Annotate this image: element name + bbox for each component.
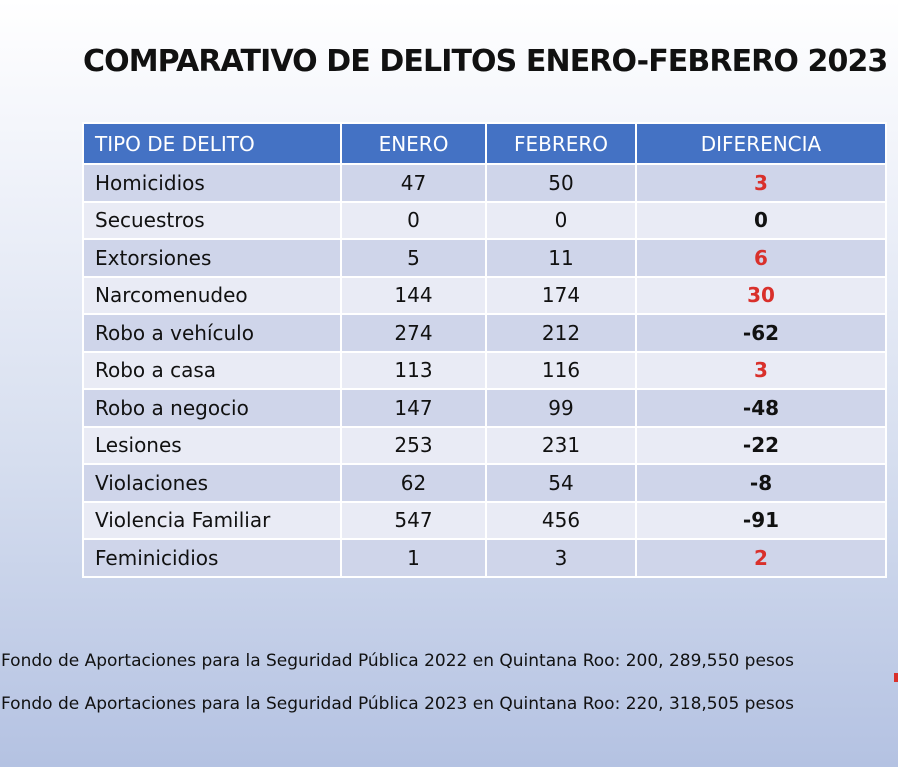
cell-diferencia: -48 xyxy=(635,388,887,428)
cell-febrero: 456 xyxy=(485,500,637,540)
cell-tipo: Feminicidios xyxy=(82,538,342,578)
table-row: Robo a negocio 147 99 -48 xyxy=(82,388,887,428)
cell-enero: 62 xyxy=(340,463,487,503)
crime-comparison-table: TIPO DE DELITO ENERO FEBRERO DIFERENCIA … xyxy=(82,122,887,578)
table-row: Homicidios 47 50 3 xyxy=(82,163,887,203)
cell-diferencia: 30 xyxy=(635,275,887,315)
cell-febrero: 212 xyxy=(485,313,637,353)
cell-febrero: 54 xyxy=(485,463,637,503)
cell-febrero: 99 xyxy=(485,388,637,428)
table-row: Secuestros 0 0 0 xyxy=(82,200,887,240)
cell-enero: 253 xyxy=(340,425,487,465)
cell-febrero: 50 xyxy=(485,163,637,203)
cell-enero: 1 xyxy=(340,538,487,578)
table-row: Extorsiones 5 11 6 xyxy=(82,238,887,278)
cell-febrero: 3 xyxy=(485,538,637,578)
cell-febrero: 0 xyxy=(485,200,637,240)
header-febrero: FEBRERO xyxy=(485,122,637,165)
cell-diferencia: -62 xyxy=(635,313,887,353)
table-row: Robo a vehículo 274 212 -62 xyxy=(82,313,887,353)
cell-diferencia: -8 xyxy=(635,463,887,503)
cell-diferencia: 3 xyxy=(635,350,887,390)
cell-tipo: Robo a casa xyxy=(82,350,342,390)
cell-tipo: Narcomenudeo xyxy=(82,275,342,315)
cell-tipo: Homicidios xyxy=(82,163,342,203)
decorative-red-mark xyxy=(894,673,898,682)
cell-enero: 47 xyxy=(340,163,487,203)
table-row: Narcomenudeo 144 174 30 xyxy=(82,275,887,315)
cell-diferencia: 6 xyxy=(635,238,887,278)
table-row: Feminicidios 1 3 2 xyxy=(82,538,887,578)
table-row: Violaciones 62 54 -8 xyxy=(82,463,887,503)
cell-enero: 274 xyxy=(340,313,487,353)
cell-tipo: Secuestros xyxy=(82,200,342,240)
cell-tipo: Lesiones xyxy=(82,425,342,465)
table-row: Robo a casa 113 116 3 xyxy=(82,350,887,390)
cell-diferencia: 2 xyxy=(635,538,887,578)
cell-febrero: 231 xyxy=(485,425,637,465)
cell-enero: 547 xyxy=(340,500,487,540)
cell-febrero: 11 xyxy=(485,238,637,278)
cell-enero: 113 xyxy=(340,350,487,390)
cell-tipo: Robo a negocio xyxy=(82,388,342,428)
cell-diferencia: 3 xyxy=(635,163,887,203)
table-row: Lesiones 253 231 -22 xyxy=(82,425,887,465)
cell-diferencia: -22 xyxy=(635,425,887,465)
table-row: Violencia Familiar 547 456 -91 xyxy=(82,500,887,540)
cell-tipo: Violencia Familiar xyxy=(82,500,342,540)
cell-tipo: Violaciones xyxy=(82,463,342,503)
cell-enero: 0 xyxy=(340,200,487,240)
header-diferencia: DIFERENCIA xyxy=(635,122,887,165)
header-tipo-de-delito: TIPO DE DELITO xyxy=(82,122,342,165)
cell-enero: 5 xyxy=(340,238,487,278)
cell-enero: 144 xyxy=(340,275,487,315)
cell-diferencia: 0 xyxy=(635,200,887,240)
cell-enero: 147 xyxy=(340,388,487,428)
fondo-2023-note: Fondo de Aportaciones para la Seguridad … xyxy=(1,694,795,714)
table-header-row: TIPO DE DELITO ENERO FEBRERO DIFERENCIA xyxy=(82,122,887,165)
cell-febrero: 174 xyxy=(485,275,637,315)
cell-tipo: Robo a vehículo xyxy=(82,313,342,353)
fondo-2022-note: Fondo de Aportaciones para la Seguridad … xyxy=(1,651,795,671)
cell-tipo: Extorsiones xyxy=(82,238,342,278)
page-title: COMPARATIVO DE DELITOS ENERO-FEBRERO 202… xyxy=(83,44,888,79)
header-enero: ENERO xyxy=(340,122,487,165)
cell-diferencia: -91 xyxy=(635,500,887,540)
cell-febrero: 116 xyxy=(485,350,637,390)
